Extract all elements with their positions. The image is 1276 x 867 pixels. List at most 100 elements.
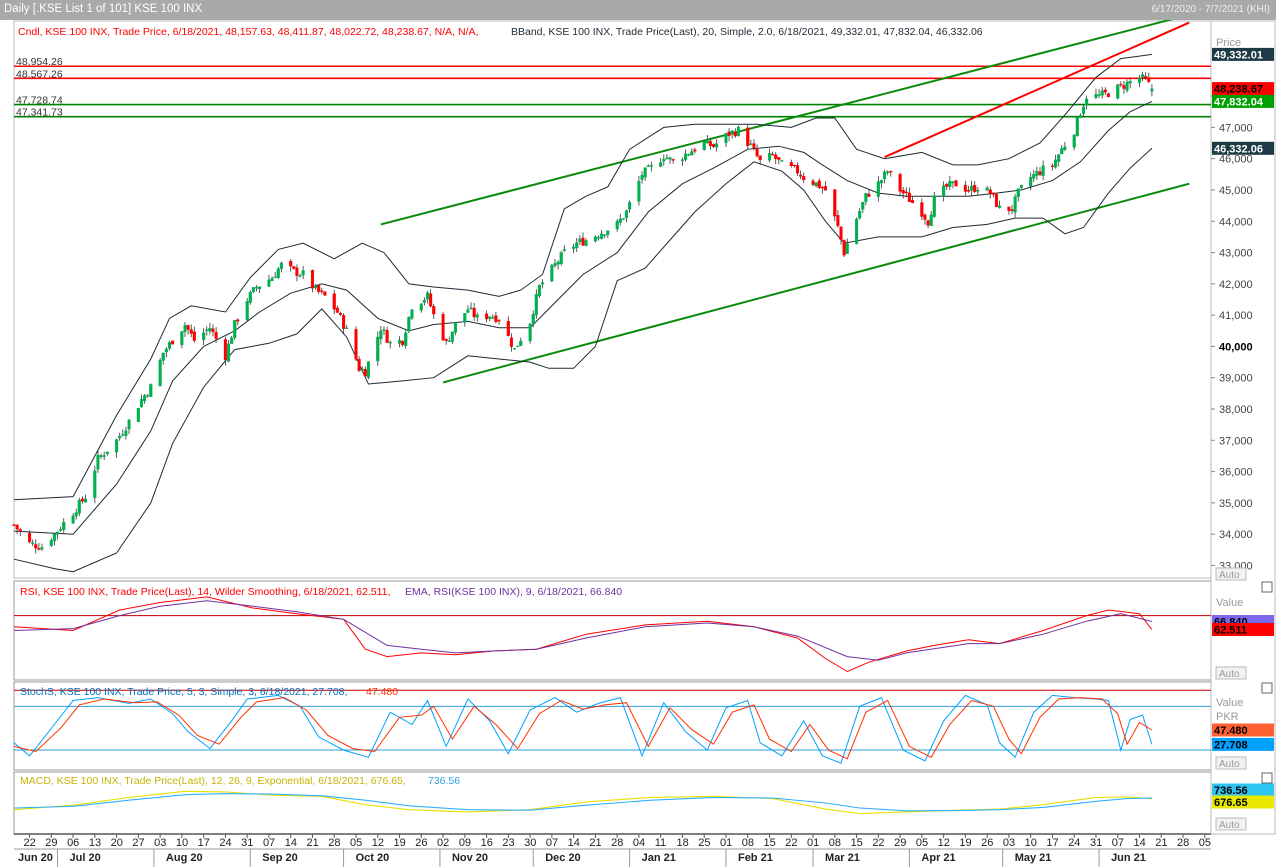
candle-body [774, 154, 778, 159]
x-day-tick-label: 04 [633, 837, 645, 849]
candle-body [469, 307, 473, 309]
candle-body [789, 162, 793, 167]
candle-body [161, 352, 165, 361]
candle-body [186, 325, 190, 330]
rsi-auto-button[interactable]: Auto [1215, 666, 1247, 680]
candle-body [910, 200, 915, 204]
candle-body [758, 155, 762, 161]
candle-body [708, 140, 712, 147]
candle-body [842, 240, 846, 256]
x-month-label: Jul 20 [70, 852, 101, 864]
candle-body [407, 316, 411, 332]
candle-body [702, 141, 706, 150]
x-day-tick-label: 02 [437, 837, 449, 849]
candle-body [354, 328, 358, 360]
candle-body [55, 531, 60, 535]
candle-body [52, 533, 56, 542]
candle-body [410, 309, 414, 319]
candle-body [907, 192, 911, 203]
candle-body [867, 193, 871, 197]
candle-body [1100, 90, 1104, 96]
macd-legend: MACD, KSE 100 INX, Trade Price(Last), 12… [20, 775, 406, 787]
price-axis-area[interactable] [1210, 20, 1276, 835]
candle-body [401, 340, 405, 345]
candle-body [662, 158, 666, 162]
price-auto-button[interactable]: Auto [1215, 567, 1247, 581]
candle-body [208, 328, 212, 332]
candle-body [485, 313, 489, 320]
candle-body [475, 314, 479, 318]
candle-body [37, 548, 41, 550]
price-panel[interactable] [13, 20, 1212, 579]
stoch-close-icon[interactable] [1261, 682, 1273, 694]
price-tick-label: 44,000 [1219, 216, 1253, 228]
candle-body [559, 252, 563, 264]
candle-body [1019, 185, 1023, 188]
candle-body [736, 126, 740, 136]
candle-body [34, 544, 38, 549]
candle-body [920, 202, 924, 217]
candle-body [540, 282, 545, 285]
candle-body [254, 286, 259, 289]
candle-body [553, 263, 557, 266]
candle-body [1119, 83, 1123, 86]
candle-body [1041, 165, 1045, 176]
price-tick-label: 45,000 [1219, 185, 1253, 197]
x-day-tick-label: 31 [1090, 837, 1102, 849]
candle-body [292, 266, 296, 269]
candle-body [83, 498, 88, 503]
candle-body [711, 144, 716, 147]
candle-body [994, 193, 999, 207]
price-tick-label: 34,000 [1219, 529, 1253, 541]
candle-body [233, 320, 237, 338]
candle-body [861, 202, 865, 210]
x-day-tick-label: 03 [154, 837, 166, 849]
candle-body [273, 276, 277, 279]
candle-body [441, 313, 445, 341]
candle-body [105, 451, 109, 454]
candle-body [71, 515, 75, 524]
price-tick-label: 41,000 [1219, 310, 1253, 322]
candle-body [335, 307, 339, 313]
x-day-tick-label: 05 [1199, 837, 1211, 849]
x-day-tick-label: 08 [829, 837, 841, 849]
x-day-tick-label: 29 [45, 837, 57, 849]
candle-body [795, 165, 800, 174]
candle-body [180, 331, 184, 346]
rsi-close-icon[interactable] [1261, 581, 1273, 593]
candle-body [942, 185, 946, 197]
trendline [884, 21, 1190, 159]
x-month-label: Dec 20 [545, 852, 580, 864]
candle-body [298, 275, 302, 277]
macd-auto-button[interactable]: Auto [1215, 817, 1247, 831]
candle-body [845, 243, 849, 254]
candle-body [223, 339, 227, 361]
x-day-tick-label: 07 [263, 837, 275, 849]
candle-body [1078, 115, 1082, 119]
x-month-label: Apr 21 [921, 852, 955, 864]
rsi-badge: 62.511 [1214, 625, 1247, 637]
stoch-auto-button[interactable]: Auto [1215, 756, 1247, 770]
candle-body [289, 261, 293, 267]
x-day-tick-label: 14 [1133, 837, 1145, 849]
stoch-panel[interactable] [13, 681, 1212, 771]
trendline [380, 20, 1173, 226]
candle-body [606, 230, 610, 235]
candle-body [388, 341, 392, 344]
candle-body [550, 264, 554, 282]
candle-body [444, 339, 448, 341]
candle-body [690, 151, 694, 156]
candle-body [1141, 74, 1145, 78]
candle-body [80, 498, 84, 502]
candle-body [556, 261, 560, 265]
candle-body [279, 262, 283, 270]
rsi-legend-ema: EMA, RSI(KSE 100 INX), 9, 6/18/2021, 66.… [405, 586, 622, 598]
chart-canvas[interactable]: 33,00034,00035,00036,00037,00038,00039,0… [0, 20, 1276, 867]
candle-body [836, 215, 840, 226]
macd-close-icon[interactable] [1261, 772, 1273, 784]
stoch-axis-header: Value [1216, 697, 1243, 709]
candle-body [404, 332, 408, 346]
stoch-axis-unit: PKR [1216, 711, 1239, 723]
candle-body [985, 187, 989, 191]
candle-body [603, 234, 607, 236]
